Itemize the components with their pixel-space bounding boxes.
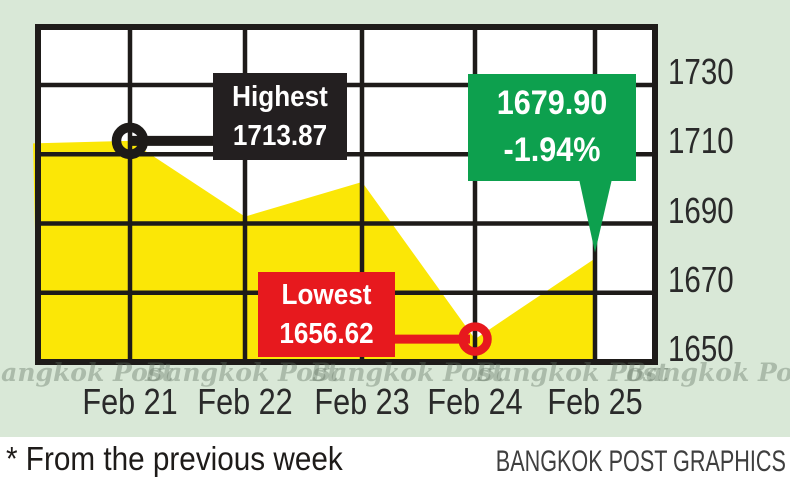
highest-value: 1713.87: [232, 120, 328, 152]
plot-border: [35, 24, 658, 365]
lowest-value: 1656.62: [279, 318, 374, 350]
lowest-marker-ring: [458, 322, 492, 356]
close-change: -1.94%: [503, 131, 601, 169]
footnote: * From the previous week: [6, 440, 343, 477]
area-fill: [33, 140, 595, 362]
x-axis-label: Feb 25: [547, 381, 643, 422]
footer-strip: * From the previous week BANGKOK POST GR…: [0, 437, 790, 484]
y-axis-label: 1670: [668, 258, 734, 300]
y-axis-label: 1690: [668, 189, 734, 231]
lowest-label: Lowest: [281, 279, 372, 311]
x-axis-label: Feb 24: [427, 381, 523, 422]
lowest-callout: Lowest 1656.62: [258, 272, 395, 357]
y-axis-label: 1650: [668, 328, 734, 369]
y-axis-label: 1730: [668, 51, 734, 92]
x-axis-label: Feb 21: [82, 381, 178, 422]
highest-callout: Highest 1713.87: [213, 73, 347, 160]
credit: BANGKOK POST GRAPHICS: [495, 445, 786, 478]
highest-label: Highest: [232, 81, 328, 113]
highest-marker-ring: [111, 122, 149, 160]
close-value: 1679.90: [496, 84, 608, 122]
close-callout-pointer: [579, 179, 612, 253]
x-axis-label: Feb 22: [197, 381, 293, 422]
y-axis-label: 1710: [668, 120, 734, 162]
close-callout: 1679.90 -1.94%: [468, 74, 636, 181]
x-axis-label: Feb 23: [314, 381, 410, 422]
